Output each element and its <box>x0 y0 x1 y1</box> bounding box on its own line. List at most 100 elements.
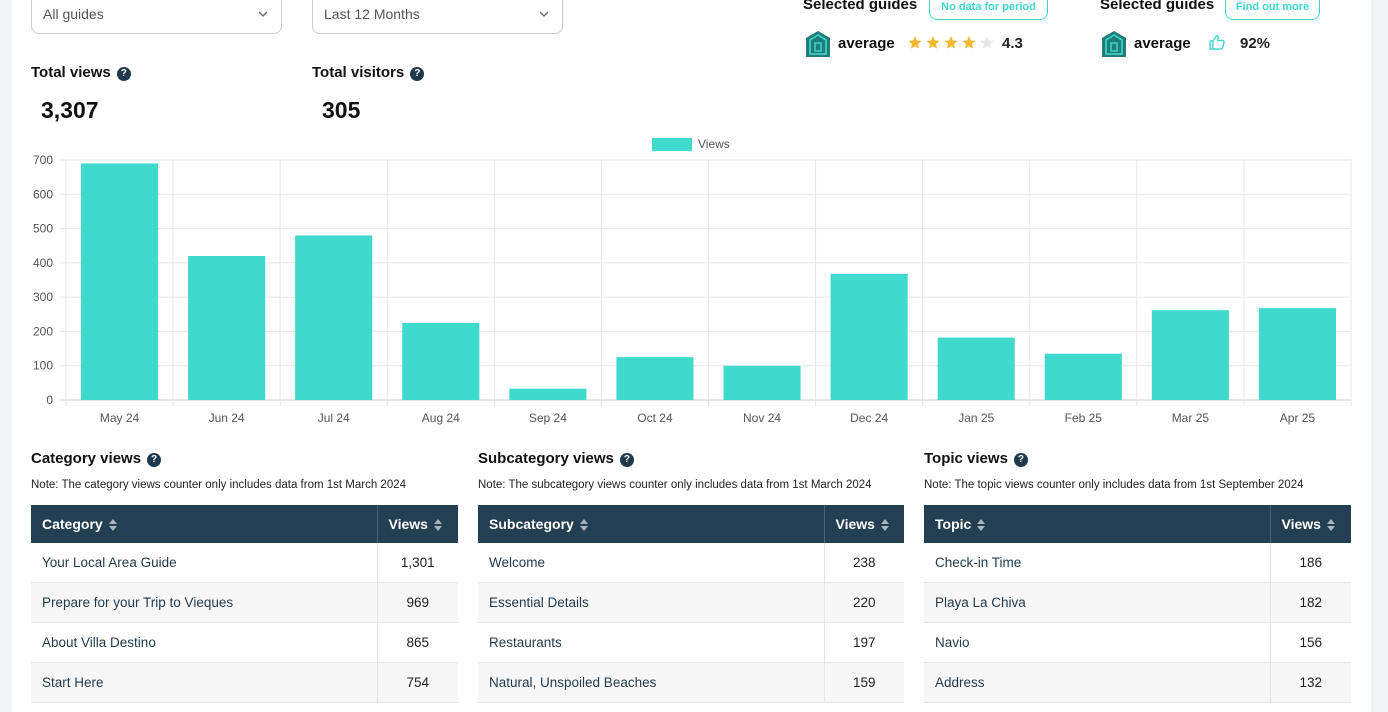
topic-note: Note: The topic views counter only inclu… <box>924 479 1304 491</box>
subcategory-views-column-header[interactable]: Views <box>824 505 904 543</box>
help-icon[interactable]: ? <box>1013 453 1028 467</box>
y-tick-label: 200 <box>33 324 53 338</box>
subcategory-col-label: Subcategory <box>489 516 574 532</box>
chart-legend: Views <box>652 137 730 151</box>
selected-guides-useful-title: Selected guides <box>1100 0 1215 13</box>
table-row: Start Here 754 <box>31 662 458 703</box>
subcategory-table: Subcategory Views Welcome 238 Essential D… <box>478 505 904 703</box>
help-icon[interactable]: ? <box>116 67 131 81</box>
period-select-value: Last 12 Months <box>324 6 420 22</box>
category-name: Your Local Area Guide <box>31 543 378 583</box>
y-tick-label: 300 <box>33 290 53 304</box>
guide-select-value: All guides <box>43 6 104 22</box>
category-column-header[interactable]: Category <box>31 505 378 543</box>
table-row: Natural, Unspoiled Beaches 159 <box>478 662 904 703</box>
sort-icon <box>977 519 986 532</box>
table-row: Navio 156 <box>924 622 1351 663</box>
views-bar-chart: 0 100 200 300 400 500 600 700 May 24 Jun 24 Jul 2… <box>33 137 1352 425</box>
topic-name: Playa La Chiva <box>924 582 1271 623</box>
useful-value: 92% <box>1240 35 1271 52</box>
category-views-column-header[interactable]: Views <box>377 505 458 543</box>
rating-value: 4.3 <box>1002 35 1023 52</box>
topic-table: Topic Views Check-in Time 186 Playa La Ch… <box>924 505 1351 703</box>
sort-icon <box>579 519 588 532</box>
sort-icon <box>108 519 117 532</box>
topic-views: 182 <box>1270 582 1351 623</box>
guide-select[interactable]: All guides <box>31 0 282 34</box>
table-row: Address 132 <box>924 662 1351 703</box>
star-icon <box>926 36 940 49</box>
help-icon[interactable]: ? <box>410 67 425 81</box>
table-row: Your Local Area Guide 1,301 <box>31 543 458 583</box>
legend-label: Views <box>698 137 730 151</box>
x-tick-label: May 24 <box>100 411 140 425</box>
x-tick-label: Mar 25 <box>1172 411 1210 425</box>
subcategory-views-title: Subcategory views <box>478 450 614 467</box>
topic-column-header[interactable]: Topic <box>924 505 1271 543</box>
sort-icon <box>433 519 442 532</box>
x-tick-label: Dec 24 <box>850 411 888 425</box>
chevron-down-icon <box>539 11 549 17</box>
x-tick-label: Sep 24 <box>529 411 567 425</box>
table-row: Welcome 238 <box>478 543 904 583</box>
total-visitors-label: Total visitors <box>312 64 405 81</box>
subcategory-views: 159 <box>824 662 904 703</box>
x-tick-label: Jun 24 <box>209 411 245 425</box>
bar-aug-24 <box>402 322 480 400</box>
y-tick-label: 700 <box>33 153 53 167</box>
help-icon[interactable]: ? <box>619 453 634 467</box>
star-icon <box>944 36 958 49</box>
topic-views-title: Topic views <box>924 450 1008 467</box>
selected-guides-rating-title: Selected guides <box>803 0 918 13</box>
topic-views: 186 <box>1270 543 1351 583</box>
chart-grid <box>60 159 1352 406</box>
bar-feb-25 <box>1044 353 1122 400</box>
category-name: Prepare for your Trip to Vieques <box>31 582 378 623</box>
useful-average-label: average <box>1134 35 1191 52</box>
subcategory-name: Welcome <box>478 543 825 583</box>
bar-dec-24 <box>830 273 908 400</box>
bar-may-24 <box>80 163 159 400</box>
y-tick-label: 100 <box>33 359 53 373</box>
topic-views: 132 <box>1270 662 1351 703</box>
legend-swatch <box>652 138 692 151</box>
total-visitors-value: 305 <box>322 97 361 123</box>
category-name: About Villa Destino <box>31 622 378 663</box>
x-tick-label: Jul 24 <box>318 411 350 425</box>
no-data-pill: No data for period <box>929 0 1048 20</box>
period-select[interactable]: Last 12 Months <box>312 0 563 34</box>
chevron-down-icon <box>258 11 268 17</box>
dashboard-card: All guides Last 12 Months Total views? 3… <box>12 0 1371 712</box>
y-tick-label: 0 <box>46 393 53 407</box>
house-badge-icon <box>806 31 830 57</box>
subcategory-name: Natural, Unspoiled Beaches <box>478 662 825 703</box>
subcategory-views-heading: Subcategory views? <box>478 450 634 467</box>
bar-jun-24 <box>188 256 266 400</box>
bar-sep-24 <box>509 388 587 400</box>
x-tick-label: Oct 24 <box>637 411 673 425</box>
thumbs-up-icon <box>1209 34 1225 50</box>
star-icon <box>908 36 922 49</box>
x-tick-label: Aug 24 <box>422 411 460 425</box>
topic-name: Check-in Time <box>924 543 1271 583</box>
subcategory-views: 238 <box>824 543 904 583</box>
category-name: Start Here <box>31 662 378 703</box>
topic-name: Address <box>924 662 1271 703</box>
table-row: Check-in Time 186 <box>924 543 1351 583</box>
subcategory-views: 197 <box>824 622 904 663</box>
category-table: Category Views Your Local Area Guide 1,30… <box>31 505 458 703</box>
help-icon[interactable]: ? <box>147 453 162 467</box>
table-row: About Villa Destino 865 <box>31 622 458 663</box>
sort-icon <box>1326 519 1335 532</box>
table-row: Restaurants 197 <box>478 622 904 663</box>
table-row: Playa La Chiva 182 <box>924 582 1351 623</box>
subcategory-column-header[interactable]: Subcategory <box>478 505 825 543</box>
total-visitors-block: Total visitors? <box>312 64 425 82</box>
topic-views-column-header[interactable]: Views <box>1270 505 1351 543</box>
table-row: Prepare for your Trip to Vieques 969 <box>31 582 458 623</box>
find-out-more-pill[interactable]: Find out more <box>1225 0 1320 20</box>
category-col-label: Category <box>42 516 103 532</box>
table-row: Essential Details 220 <box>478 582 904 623</box>
bar-jul-24 <box>295 235 373 400</box>
house-badge-icon <box>1102 31 1126 57</box>
